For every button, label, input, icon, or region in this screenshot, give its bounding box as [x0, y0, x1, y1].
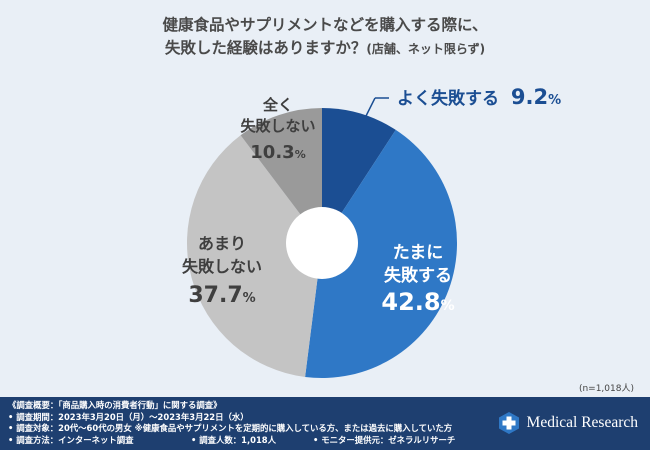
slice-value-sometimes-unit: % [441, 298, 455, 314]
slice-value-sometimes-num: 42.8 [381, 288, 440, 316]
survey-details: 《調査概要：「商品購入時の消費者行動」に関する調査》 • 調査期間：2023年3… [8, 400, 455, 446]
brand: Medical Research [497, 411, 638, 435]
slice-label-rarely-line2: 失敗しない [182, 257, 262, 276]
slice-value-rarely-unit: % [243, 291, 256, 306]
slice-label-often: よく失敗する 9.2% [397, 85, 561, 109]
slice-label-sometimes-line2: 失敗する [384, 265, 452, 286]
donut-slice-rarely [186, 135, 322, 377]
donut-chart: よく失敗する 9.2% たまに 失敗する 42.8% あまり 失敗しない 37.… [182, 85, 561, 379]
slice-value-often: 9.2 [511, 85, 548, 109]
slice-value-rarely-num: 37.7 [188, 283, 242, 308]
slice-unit-often: % [548, 93, 561, 108]
donut-slices [186, 108, 458, 379]
sample-size-note: (n=1,018人) [578, 384, 634, 394]
title-line-2-note: (店舗、ネット限らず) [366, 42, 486, 56]
survey-row-4: • 調査方法：インターネット調査 • 調査人数：1,018人 • モニター提供元：ゼ… [8, 435, 455, 447]
survey-period: • 調査期間：2023年3月20日（月）～2023年3月22日（水） [8, 411, 249, 422]
survey-target: • 調査対象：20代～60代の男女 ※健康食品やサプリメントを定期的に購入してい… [8, 423, 453, 434]
slice-label-never-line2: 失敗しない [240, 117, 315, 135]
title-line-1: 健康食品やサプリメントなどを購入する際に、 [162, 16, 488, 34]
slice-value-never-num: 10.3 [250, 142, 294, 163]
leader-line-often [364, 97, 376, 119]
survey-count: • 調査人数：1,018人 [191, 434, 277, 445]
donut-slice-often [322, 108, 396, 243]
title-line-2-main: 失敗した経験はありますか？ [164, 39, 367, 57]
brand-name: Medical Research [526, 414, 638, 431]
survey-summary: 《調査概要：「商品購入時の消費者行動」に関する調査》 [8, 400, 222, 410]
slice-value-rarely: 37.7% [188, 283, 255, 308]
slice-label-often-text: よく失敗する [397, 88, 499, 109]
title-line-2: 失敗した経験はありますか？(店舗、ネット限らず) [0, 37, 650, 61]
slice-value-sometimes: 42.8% [381, 288, 454, 316]
donut-slice-never [240, 108, 322, 243]
chart-title: 健康食品やサプリメントなどを購入する際に、 失敗した経験はありますか？(店舗、ネ… [0, 14, 650, 61]
survey-method: • 調査方法：インターネット調査 [8, 434, 134, 445]
survey-footer: 《調査概要：「商品購入時の消費者行動」に関する調査》 • 調査期間：2023年3… [0, 397, 650, 450]
survey-provider: • モニター提供元：ゼネラルリサーチ [313, 434, 456, 445]
slice-label-never-line1: 全く [262, 96, 293, 114]
donut-hole [286, 207, 358, 279]
slice-label-rarely-line1: あまり [198, 234, 246, 253]
donut-slice-sometimes [305, 129, 458, 379]
medical-cross-icon [498, 412, 519, 434]
slice-label-sometimes-line1: たまに [393, 243, 444, 263]
slice-value-never-unit: % [295, 148, 306, 161]
slice-value-never: 10.3% [250, 142, 305, 163]
